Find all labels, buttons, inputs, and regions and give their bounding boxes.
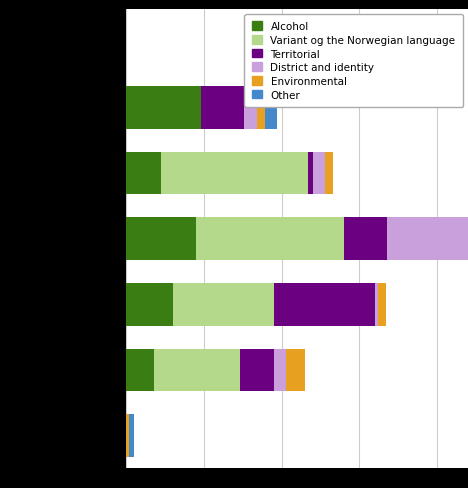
Bar [264,87,277,129]
Bar [126,349,154,391]
Bar [161,152,308,195]
Bar [378,284,386,326]
Bar [154,349,240,391]
Bar [325,152,333,195]
Bar [274,349,286,391]
Bar [173,284,274,326]
Bar [240,349,274,391]
Bar [244,87,257,129]
Bar [126,152,161,195]
Bar [126,218,196,261]
Bar [387,218,468,261]
Bar [196,218,344,261]
Legend: Alcohol, Variant og the Norwegian language, Territorial, District and identity, : Alcohol, Variant og the Norwegian langua… [244,15,463,107]
Bar [126,284,173,326]
Bar [126,87,201,129]
Bar [274,284,375,326]
Bar [126,414,130,457]
Bar [344,218,387,261]
Bar [130,414,134,457]
Bar [313,152,325,195]
Bar [308,152,313,195]
Bar [375,284,378,326]
Bar [286,349,305,391]
Bar [201,87,244,129]
Bar [257,87,264,129]
